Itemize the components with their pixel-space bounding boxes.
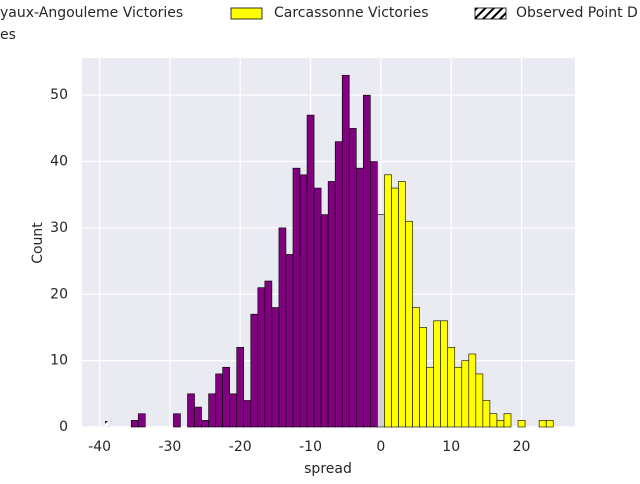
bar [391, 187, 399, 428]
bar [433, 320, 441, 428]
bar [173, 413, 181, 428]
bar [538, 420, 547, 428]
bar [299, 174, 308, 428]
bar [264, 280, 273, 428]
bar [517, 420, 526, 428]
y-tick-label: 10 [50, 353, 68, 369]
bar [440, 320, 449, 428]
bar [313, 187, 322, 428]
legend-swatch [474, 7, 507, 20]
bar [545, 420, 554, 428]
bar [496, 420, 505, 428]
legend-label: Observed Point D [516, 5, 638, 21]
bar [348, 128, 357, 428]
bar [327, 181, 336, 428]
y-axis-label: Count [30, 222, 46, 264]
bar [426, 366, 434, 428]
x-tick-label: -40 [88, 439, 111, 455]
bar [215, 373, 223, 428]
y-tick-label: 0 [59, 419, 68, 435]
bar [482, 400, 491, 428]
bar [201, 420, 209, 428]
bar [461, 360, 470, 428]
bar [229, 393, 238, 428]
bar [271, 307, 280, 428]
bar [130, 420, 139, 428]
x-tick-label: -20 [229, 439, 252, 455]
bar [503, 413, 512, 428]
bar [236, 347, 245, 428]
x-tick-label: -10 [299, 439, 322, 455]
y-tick-label: 20 [50, 286, 68, 302]
bar [412, 307, 420, 428]
bar [285, 254, 294, 428]
bar [187, 393, 195, 428]
y-tick-label: 40 [50, 154, 68, 170]
bar [363, 94, 371, 428]
bar [320, 214, 329, 428]
y-tick-label: 50 [50, 87, 68, 103]
bar [355, 167, 364, 428]
bar [475, 373, 484, 428]
bar [341, 74, 350, 428]
bar [292, 167, 301, 428]
bar [208, 393, 216, 428]
bar [454, 366, 463, 428]
x-tick-label: -30 [158, 439, 181, 455]
bar [194, 406, 202, 428]
bar [405, 220, 413, 428]
bar [306, 114, 315, 428]
bar [222, 366, 230, 428]
x-axis-label: spread [304, 461, 352, 477]
bar [468, 353, 477, 428]
observed-point [105, 421, 109, 427]
bar [489, 413, 498, 428]
bar [384, 174, 392, 428]
bar [398, 181, 406, 428]
y-tick-label: 30 [50, 220, 68, 236]
bar [419, 327, 427, 428]
bar [243, 400, 252, 428]
bar [447, 347, 456, 428]
legend-label: Carcassonne Victories [274, 5, 429, 21]
bar [137, 413, 146, 428]
bar [334, 141, 343, 428]
x-tick-label: 0 [376, 439, 385, 455]
bar [278, 227, 287, 428]
legend-swatch [230, 7, 263, 20]
legend-label: es [0, 27, 16, 43]
x-tick-label: 20 [513, 439, 531, 455]
bar [370, 161, 378, 428]
bar [377, 214, 385, 428]
bar [250, 313, 259, 428]
bar [257, 287, 266, 428]
x-tick-label: 10 [442, 439, 460, 455]
legend-label: yaux-Angouleme Victories [0, 5, 183, 21]
